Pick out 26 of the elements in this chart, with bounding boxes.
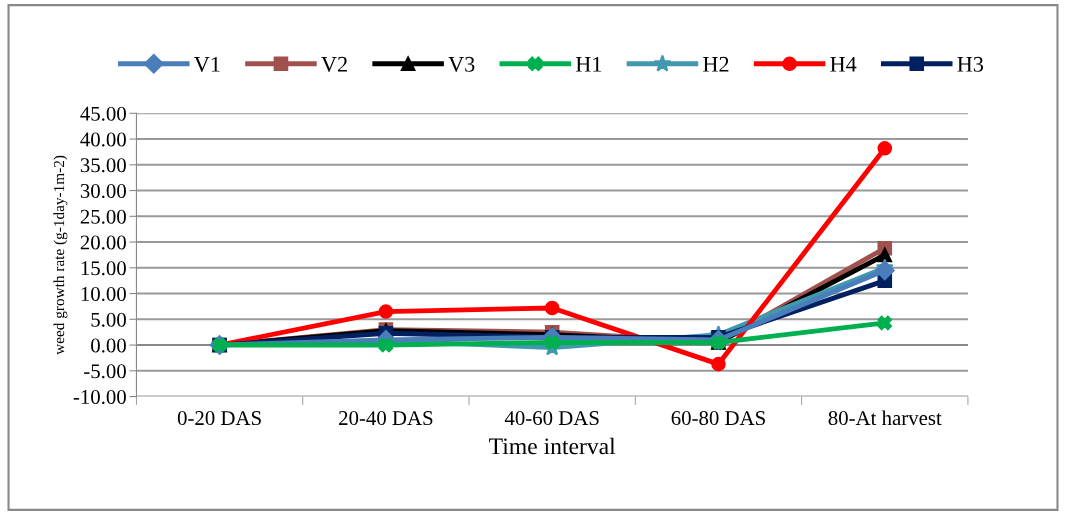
legend-label: V1 <box>194 56 220 72</box>
y-tick-label: 35.00 <box>80 158 126 173</box>
y-tick-label: 15.00 <box>81 261 126 276</box>
y-tick-label: -10.00 <box>73 389 126 405</box>
y-tick-label: 25.00 <box>80 209 126 224</box>
legend-label: H2 <box>703 56 729 72</box>
x-tick-label: 0-20 DAS <box>177 411 261 426</box>
legend-label: H1 <box>575 56 602 72</box>
y-tick-label: 20.00 <box>80 235 126 250</box>
x-tick-label: 60-80 DAS <box>671 411 765 426</box>
x-tick-label: 80-At harvest <box>828 410 942 426</box>
x-axis-title: Time interval <box>489 437 616 455</box>
y-tick-label: 30.00 <box>80 183 126 199</box>
x-tick-label: 40-60 DAS <box>504 411 599 426</box>
legend-label: H3 <box>957 56 984 72</box>
x-tick-label: 20-40 DAS <box>339 411 433 426</box>
y-tick-label: 5.00 <box>91 312 126 327</box>
y-tick-label: 10.00 <box>81 286 126 302</box>
y-tick-label: -5.00 <box>84 364 126 379</box>
legend-label: V3 <box>448 56 475 72</box>
y-tick-label: 0.00 <box>91 338 126 353</box>
legend-label: H4 <box>830 56 857 72</box>
y-axis-title: weed growth rate (g-1day-1m-2) <box>53 155 68 355</box>
y-tick-label: 45.00 <box>80 106 126 121</box>
y-tick-label: 40.00 <box>80 132 126 147</box>
legend-label: V2 <box>321 56 347 72</box>
